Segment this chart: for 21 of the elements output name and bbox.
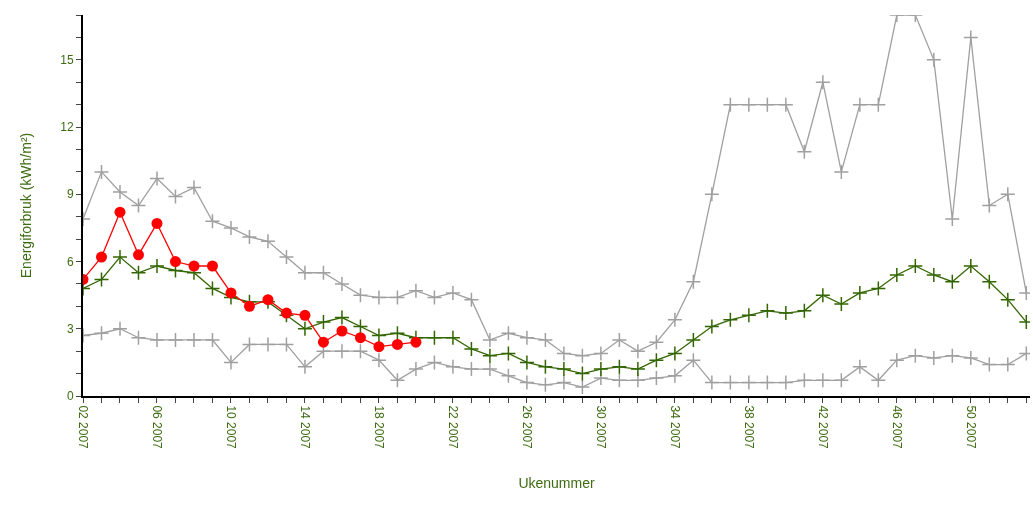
y-tick-label: 9 xyxy=(66,187,74,202)
x-tick-label: 50 2007 xyxy=(963,405,978,450)
x-tick-label: 34 2007 xyxy=(667,405,682,450)
x-tick-label: 10 2007 xyxy=(224,405,239,450)
x-tick-label: 30 2007 xyxy=(593,405,608,450)
x-tick-label: 14 2007 xyxy=(298,405,313,450)
x-tick-label: 02 2007 xyxy=(76,405,91,450)
x-tick-label: 46 2007 xyxy=(889,405,904,450)
y-tick-label: 0 xyxy=(66,389,74,404)
y-tick-label: 12 xyxy=(60,120,74,135)
x-tick-label: 42 2007 xyxy=(815,405,830,450)
x-tick-label: 38 2007 xyxy=(741,405,756,450)
y-tick-label: 3 xyxy=(66,321,74,336)
x-tick-label: 26 2007 xyxy=(520,405,535,450)
x-tick-label: 22 2007 xyxy=(446,405,461,450)
y-tick-label: 6 xyxy=(66,254,74,269)
x-axis-title: Ukenummer xyxy=(518,474,595,491)
y-axis-title: Energiforbruk (kWh/m²) xyxy=(18,132,35,279)
x-tick-label: 06 2007 xyxy=(150,405,165,450)
y-tick-label: 15 xyxy=(60,53,74,68)
x-tick-label: 18 2007 xyxy=(372,405,387,450)
